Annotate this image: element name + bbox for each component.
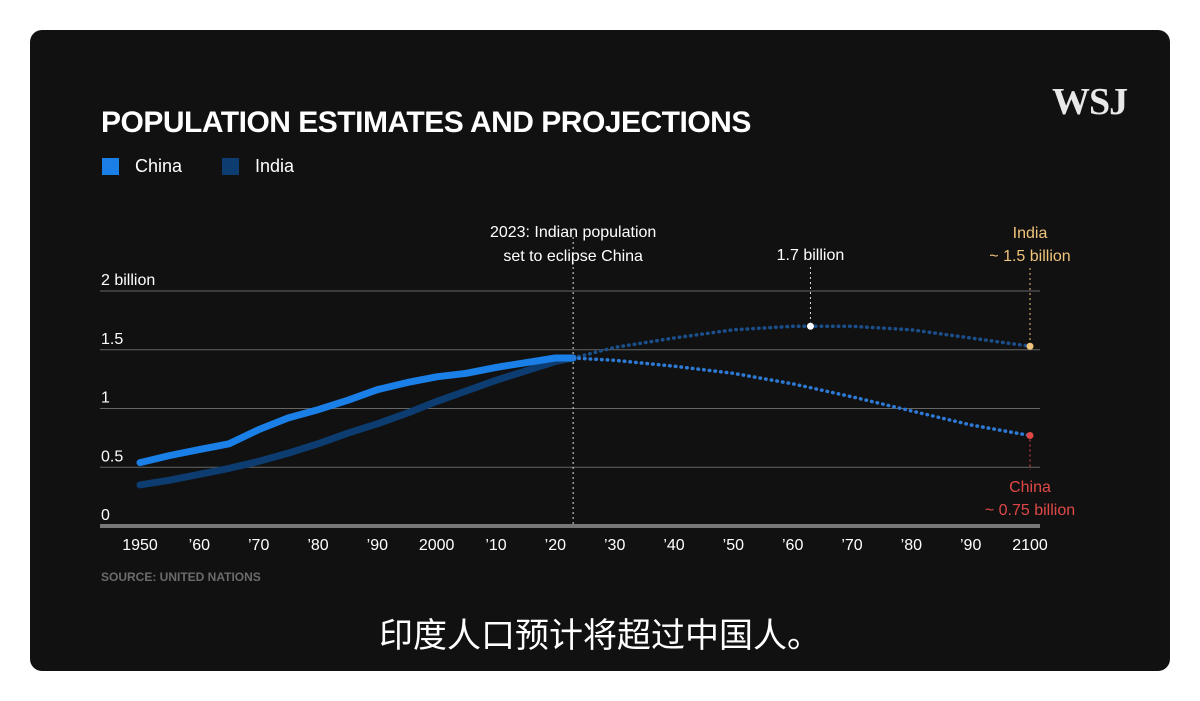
y-tick-label: 1.5	[101, 331, 123, 348]
y-tick-label: 1	[101, 390, 110, 407]
source-note: SOURCE: UNITED NATIONS	[101, 570, 261, 584]
x-tick-label: ’90	[367, 537, 388, 554]
legend: China India	[102, 156, 334, 177]
y-tick-label: 2 billion	[101, 272, 155, 289]
annotation-china-label: China	[1009, 479, 1051, 496]
legend-item-india: India	[222, 156, 294, 177]
x-tick-label: ’90	[960, 537, 981, 554]
chart-frame: WSJ POPULATION ESTIMATES AND PROJECTIONS…	[30, 30, 1170, 671]
x-tick-label: ’70	[841, 537, 862, 554]
y-tick-label: 0	[101, 507, 110, 524]
x-tick-label: ’80	[307, 537, 328, 554]
legend-label-india: India	[255, 156, 295, 176]
x-tick-label: ’30	[604, 537, 625, 554]
china-estimate-line	[136, 354, 577, 467]
india-projection-line	[571, 324, 1032, 360]
annotation-india-label: India	[1013, 225, 1048, 242]
x-tick-label: ’50	[723, 537, 744, 554]
x-tick-label: ’70	[248, 537, 269, 554]
video-subtitle: 印度人口预计将超过中国人。	[379, 616, 821, 656]
peak-marker	[806, 322, 814, 330]
x-tick-label: ’10	[485, 537, 506, 554]
y-tick-label: 0.5	[101, 448, 123, 465]
india-estimate-line	[136, 354, 577, 489]
annotation-india-value: ~ 1.5 billion	[989, 248, 1070, 265]
chart-title: POPULATION ESTIMATES AND PROJECTIONS	[101, 106, 751, 139]
x-tick-label: ’40	[663, 537, 684, 554]
legend-swatch-india	[222, 158, 240, 175]
population-chart: 0 0.5 1 1.5 2 billion 1950 ’60 ’70 ’80 ’90 2000 ’10…	[100, 224, 1075, 554]
x-tick-label: ’80	[901, 537, 922, 554]
china-projection-line	[571, 356, 1032, 438]
x-tick-label: 1950	[122, 537, 158, 554]
annotation-peak-label: 1.7 billion	[777, 247, 845, 264]
annotation-2023-line1: 2023: Indian population	[490, 224, 656, 241]
x-tick-label: 2000	[419, 537, 455, 554]
legend-label-china: China	[135, 156, 183, 176]
x-tick-label: ’20	[545, 537, 566, 554]
legend-item-china: China	[102, 156, 182, 177]
annotation-2023-line2: set to eclipse China	[503, 248, 643, 265]
annotation-china-value: ~ 0.75 billion	[985, 502, 1075, 519]
x-tick-label: ’60	[189, 537, 210, 554]
wsj-logo: WSJ	[1052, 81, 1128, 123]
legend-swatch-china	[102, 158, 119, 175]
x-tick-label: 2100	[1012, 537, 1048, 554]
china-2100-marker	[1026, 432, 1034, 440]
x-tick-label: ’60	[782, 537, 803, 554]
india-2100-marker	[1026, 342, 1034, 350]
